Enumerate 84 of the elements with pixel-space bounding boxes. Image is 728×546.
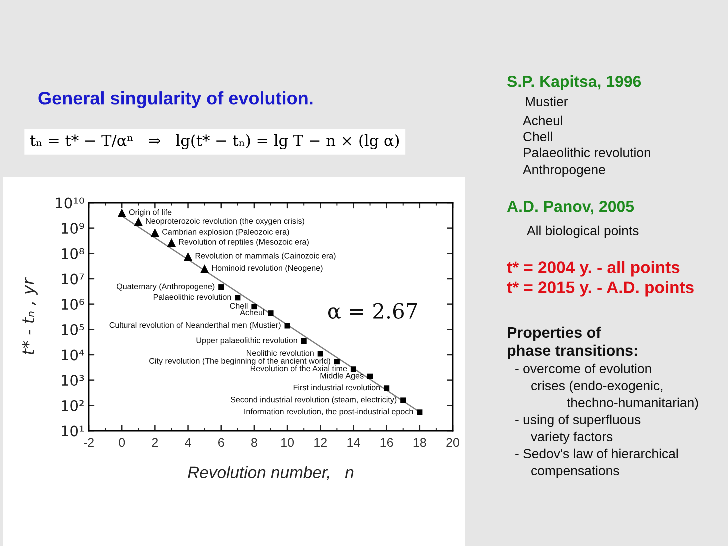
annotation: α = 2.67 — [328, 303, 418, 320]
annotation: Middle Ages — [320, 372, 364, 380]
text: Properties of — [508, 326, 602, 342]
x-tick-label: 10 — [282, 438, 294, 448]
annotation: City revolution (The beginning of the ancient world) — [150, 358, 330, 366]
x-axis-title: Revolution number, n — [188, 466, 354, 480]
text: thechno-humanitarian) — [567, 398, 698, 410]
annotation: First industrial revolution — [294, 384, 380, 391]
text: All biological points — [527, 226, 639, 238]
text: t* = 2015 y. - A.D. points — [507, 281, 694, 297]
y-tick-label: 10⁹ — [62, 223, 84, 234]
y-tick-label: 10⁵ — [62, 324, 84, 336]
y-tick-label: 10⁷ — [62, 274, 84, 285]
x-tick-label: 8 — [252, 438, 258, 448]
point — [118, 208, 126, 218]
text: - using of superfluous — [516, 414, 641, 428]
point — [150, 228, 160, 238]
annotation: Hominoid revolution (Neogene) — [212, 265, 323, 273]
x-tick-label: 20 — [446, 438, 460, 448]
x-tick-label: 6 — [218, 438, 224, 448]
point — [184, 252, 193, 261]
y-tick-label: 10⁴ — [62, 350, 84, 361]
annotation: Origin of life — [129, 209, 172, 217]
annotation: Neoproterozoic revolution (the oxygen crisis) — [146, 218, 304, 226]
x-tick-label: 18 — [414, 438, 426, 448]
annotation: Chell — [230, 303, 248, 309]
annotation: Revolution of the Axial time — [250, 366, 348, 372]
text: - overcome of evolution — [516, 364, 652, 374]
point — [218, 284, 224, 290]
y-tick-label: 10³ — [62, 375, 84, 386]
annotation: Information revolution, the post-industrial epoch — [244, 408, 414, 416]
text: Palaeolithic revolution — [524, 148, 650, 158]
x-tick-label: 4 — [185, 438, 192, 448]
annotation: Quaternary (Anthropogene) — [116, 284, 215, 292]
y-tick-label: 10⁸ — [62, 248, 84, 260]
text: S.P. Kapitsa, 1996 — [507, 76, 642, 90]
text: variety factors — [531, 432, 613, 444]
point — [167, 238, 176, 248]
text: Chell — [524, 132, 552, 142]
text: A.D. Panov, 2005 — [507, 200, 634, 215]
y-tick-label: 10¹⁰ — [56, 198, 84, 209]
point — [235, 295, 241, 301]
y-tick-label: 10² — [62, 400, 84, 412]
point — [284, 323, 290, 329]
text: Mustier — [526, 96, 568, 107]
x-tick-label: 12 — [314, 438, 327, 448]
point — [400, 398, 406, 404]
point — [384, 386, 390, 392]
y-axis-title: t* - tₙ , yr — [22, 277, 38, 355]
annotation: Neolithic revolution — [246, 350, 314, 356]
annotation: Cambrian explosion (Paleozoic era) — [162, 228, 290, 236]
point — [134, 218, 143, 226]
x-tick-label: 2 — [152, 438, 158, 448]
text: t* = 2004 y. - all points — [507, 261, 680, 277]
point — [350, 366, 357, 372]
annotation: Palaeolithic revolution — [154, 294, 232, 300]
y-tick-label: 10⁶ — [62, 299, 84, 310]
point — [367, 374, 374, 380]
annotation: Acheul — [240, 310, 264, 316]
text: compensations — [532, 466, 620, 478]
text: crises (endo-exogenic, — [532, 380, 663, 394]
annotation: Revolution of reptiles (Mesozoic era) — [179, 238, 309, 246]
x-tick-label: 14 — [348, 438, 360, 448]
text: Anthropogene — [523, 164, 606, 178]
chart-subtitle: tₙ = t* − T/αⁿ ⇒ lg(t* − tₙ) = lg T − n × (lg α) — [30, 134, 400, 150]
point — [318, 351, 324, 357]
x-tick-label: 16 — [380, 438, 394, 448]
annotation: Revolution of mammals (Cainozoic era) — [196, 252, 336, 260]
point — [301, 338, 307, 344]
x-tick-label: 0 — [119, 438, 126, 448]
point — [334, 359, 340, 365]
text: phase transitions: — [508, 344, 638, 360]
point — [417, 410, 423, 416]
chart-title: General singularity of evolution. — [38, 92, 313, 108]
point — [252, 304, 258, 310]
annotation: Cultural revolution of Neanderthal men (Mustier) — [110, 322, 281, 330]
y-tick-label: 10¹ — [62, 426, 84, 437]
annotation: Upper palaeolithic revolution — [196, 337, 298, 345]
annotation: Second industrial revolution (steam, electricity) — [230, 396, 397, 404]
x-tick-label: -2 — [84, 438, 94, 448]
text: - Sedov's law of hierarchical — [516, 448, 678, 459]
point — [200, 264, 210, 274]
point — [268, 310, 274, 316]
text: Acheul — [523, 116, 562, 126]
